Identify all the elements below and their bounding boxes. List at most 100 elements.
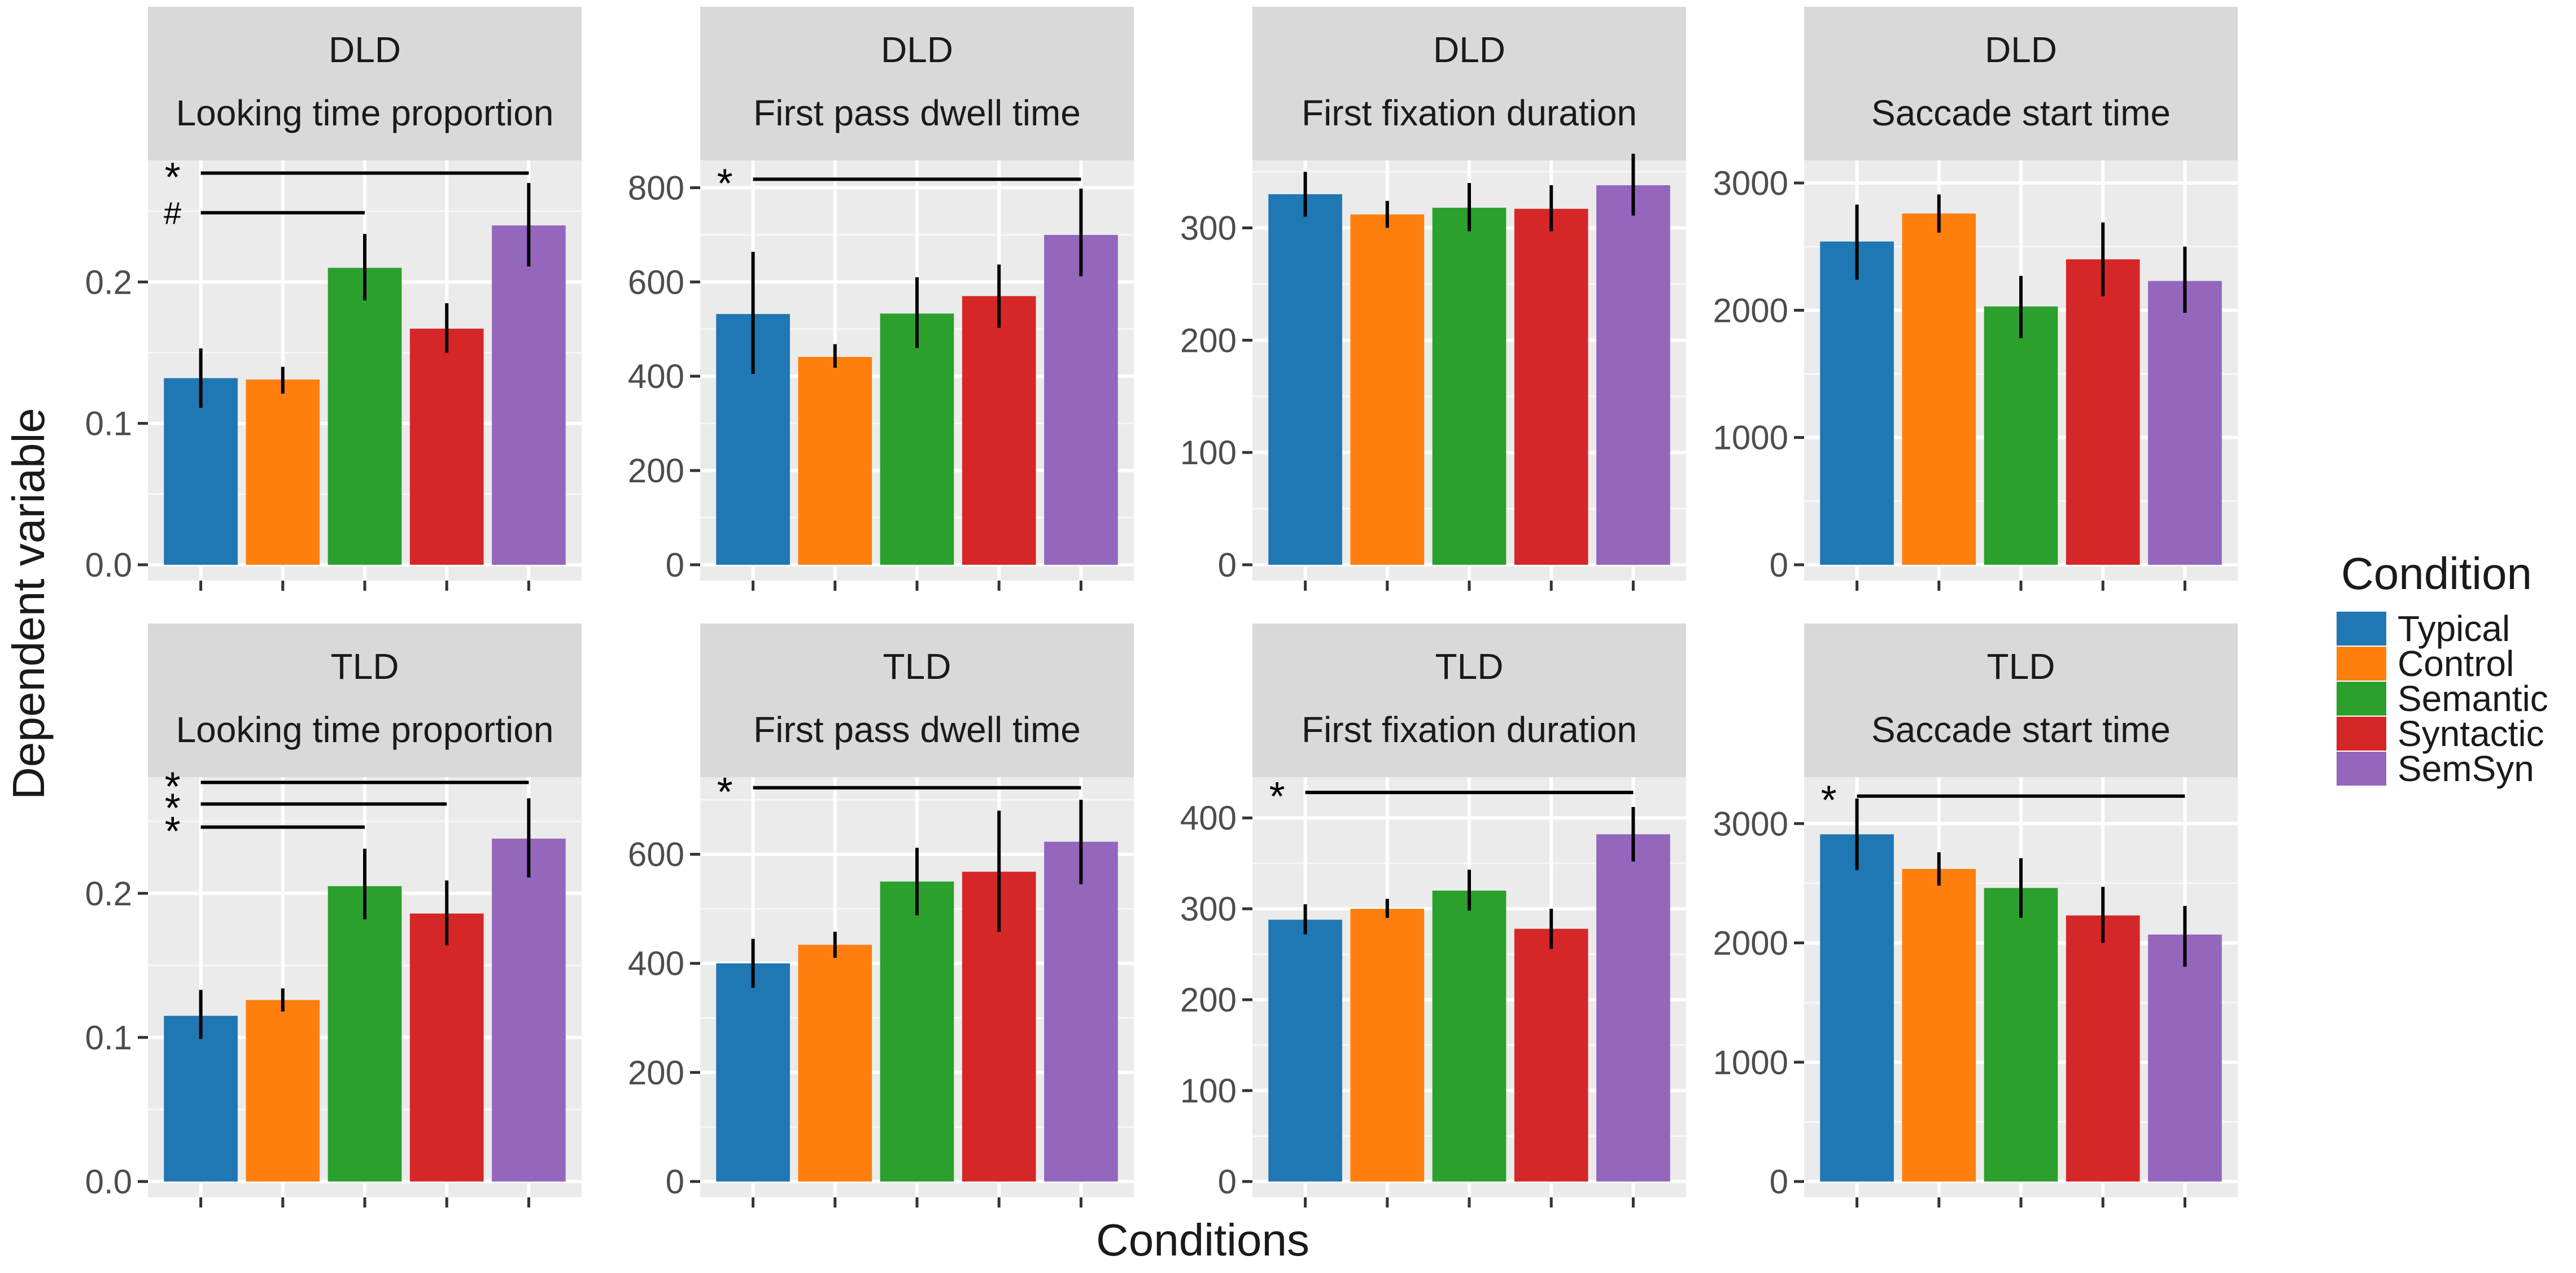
facet-group-label: DLD [1985,29,2057,70]
y-tick-label: 1000 [1713,419,1788,457]
facet-panel: DLD First fixation duration 0 100 200 300 [1180,7,1686,591]
bar-semantic [1984,306,2058,565]
bar-semsyn [1044,234,1118,565]
legend-key-semsyn [2337,752,2386,786]
legend-key-typical [2337,612,2386,646]
bar-control [1350,909,1425,1182]
y-tick-label: 2000 [1713,925,1788,962]
y-tick-label: 0.0 [85,546,132,584]
y-tick-label: 0.1 [85,1019,132,1057]
bar-typical [1268,194,1342,565]
significance-label: * [165,764,181,809]
y-tick-label: 200 [628,1054,684,1092]
facet-group-label: DLD [329,29,401,70]
legend-item-semantic: Semantic [2337,678,2574,719]
significance-label: * [1821,778,1837,823]
legend-label-semantic: Semantic [2398,678,2548,719]
bar-typical [1820,241,1894,565]
bar-control [246,1000,320,1182]
y-tick-label: 0 [666,1163,684,1201]
y-tick-label: 0 [666,546,684,584]
facet-title: First pass dwell time [753,709,1081,750]
bar-typical [1268,919,1342,1182]
legend-item-typical: Typical [2337,608,2574,649]
facet-group-label: TLD [331,646,399,687]
facet-group-label: TLD [883,646,951,687]
significance-label: * [1269,774,1285,819]
legend-label-semsyn: SemSyn [2398,748,2534,789]
y-tick-label: 0.2 [85,263,132,301]
significance-label: # [164,195,181,231]
facet-strip [1252,7,1686,160]
facet-group-label: DLD [1433,29,1505,70]
y-tick-label: 800 [628,169,684,207]
facet-panel: TLD First pass dwell time 0 200 400 600 * [628,624,1134,1207]
bar-syntactic [1514,208,1588,565]
legend-key-control [2337,647,2386,681]
facet-title: Saccade start time [1871,93,2171,133]
bar-semantic [880,881,954,1182]
legend-label-typical: Typical [2398,608,2510,649]
facet-strip [1804,7,2238,160]
bar-syntactic [2066,915,2140,1182]
y-tick-label: 200 [1180,321,1237,359]
significance-label: * [165,155,181,200]
y-tick-label: 3000 [1713,164,1788,202]
legend-item-semsyn: SemSyn [2337,748,2574,789]
y-tick-label: 100 [1180,434,1237,472]
y-tick-label: 400 [628,358,684,395]
y-tick-label: 400 [628,945,684,983]
y-axis-title: Dependent variable [3,408,54,800]
y-tick-label: 3000 [1713,805,1788,843]
bar-typical [1820,834,1894,1182]
facet-group-label: TLD [1987,646,2055,687]
facet-strip [148,7,582,160]
y-tick-label: 100 [1180,1072,1237,1110]
bar-semantic [1432,207,1507,565]
facet-title: Looking time proportion [176,709,554,750]
facet-group-label: DLD [881,29,953,70]
significance-label: * [165,786,181,831]
bar-typical [164,378,238,565]
facet-panel: TLD Looking time proportion 0.0 0.1 0.2 *** [85,624,582,1207]
bar-control [798,356,872,565]
facet-title: First fixation duration [1302,93,1637,133]
y-tick-label: 2000 [1713,291,1788,329]
facet-title: First fixation duration [1302,709,1637,750]
y-tick-label: 0.1 [85,405,132,443]
bar-syntactic [409,328,484,565]
bar-semantic [328,268,402,565]
y-tick-label: 0 [1218,1163,1237,1201]
bar-control [1350,214,1425,565]
bar-semsyn [1044,842,1118,1182]
significance-label: * [717,770,733,815]
bar-control [1902,213,1976,565]
bar-semsyn [2148,281,2222,565]
facet-strip [700,624,1134,777]
bar-typical [716,963,790,1182]
bar-syntactic [962,296,1036,565]
legend-key-syntactic [2337,717,2386,751]
facet-panel: DLD Looking time proportion 0.0 0.1 0.2 *# [85,7,582,591]
bar-semsyn [492,225,566,565]
legend-item-control: Control [2337,646,2574,682]
bar-syntactic [2066,259,2140,565]
x-axis-title: Conditions [1095,1215,1309,1265]
bar-semsyn [2148,934,2222,1182]
y-tick-label: 300 [1180,890,1237,928]
bar-control [246,380,320,565]
facet-panel: DLD Saccade start time 0 1000 2000 3000 [1713,7,2238,591]
bar-semantic [880,313,954,565]
y-tick-label: 0 [1218,546,1237,584]
y-tick-label: 200 [1180,981,1237,1019]
significance-label: * [165,809,181,854]
bar-syntactic [1514,928,1588,1182]
y-tick-label: 0 [1770,1163,1788,1201]
y-tick-label: 200 [628,452,684,490]
bar-semantic [1984,888,2058,1182]
facet-strip [1804,624,2238,777]
significance-label: * [717,161,733,206]
bar-semsyn [1596,834,1670,1182]
bar-semantic [1432,890,1507,1182]
